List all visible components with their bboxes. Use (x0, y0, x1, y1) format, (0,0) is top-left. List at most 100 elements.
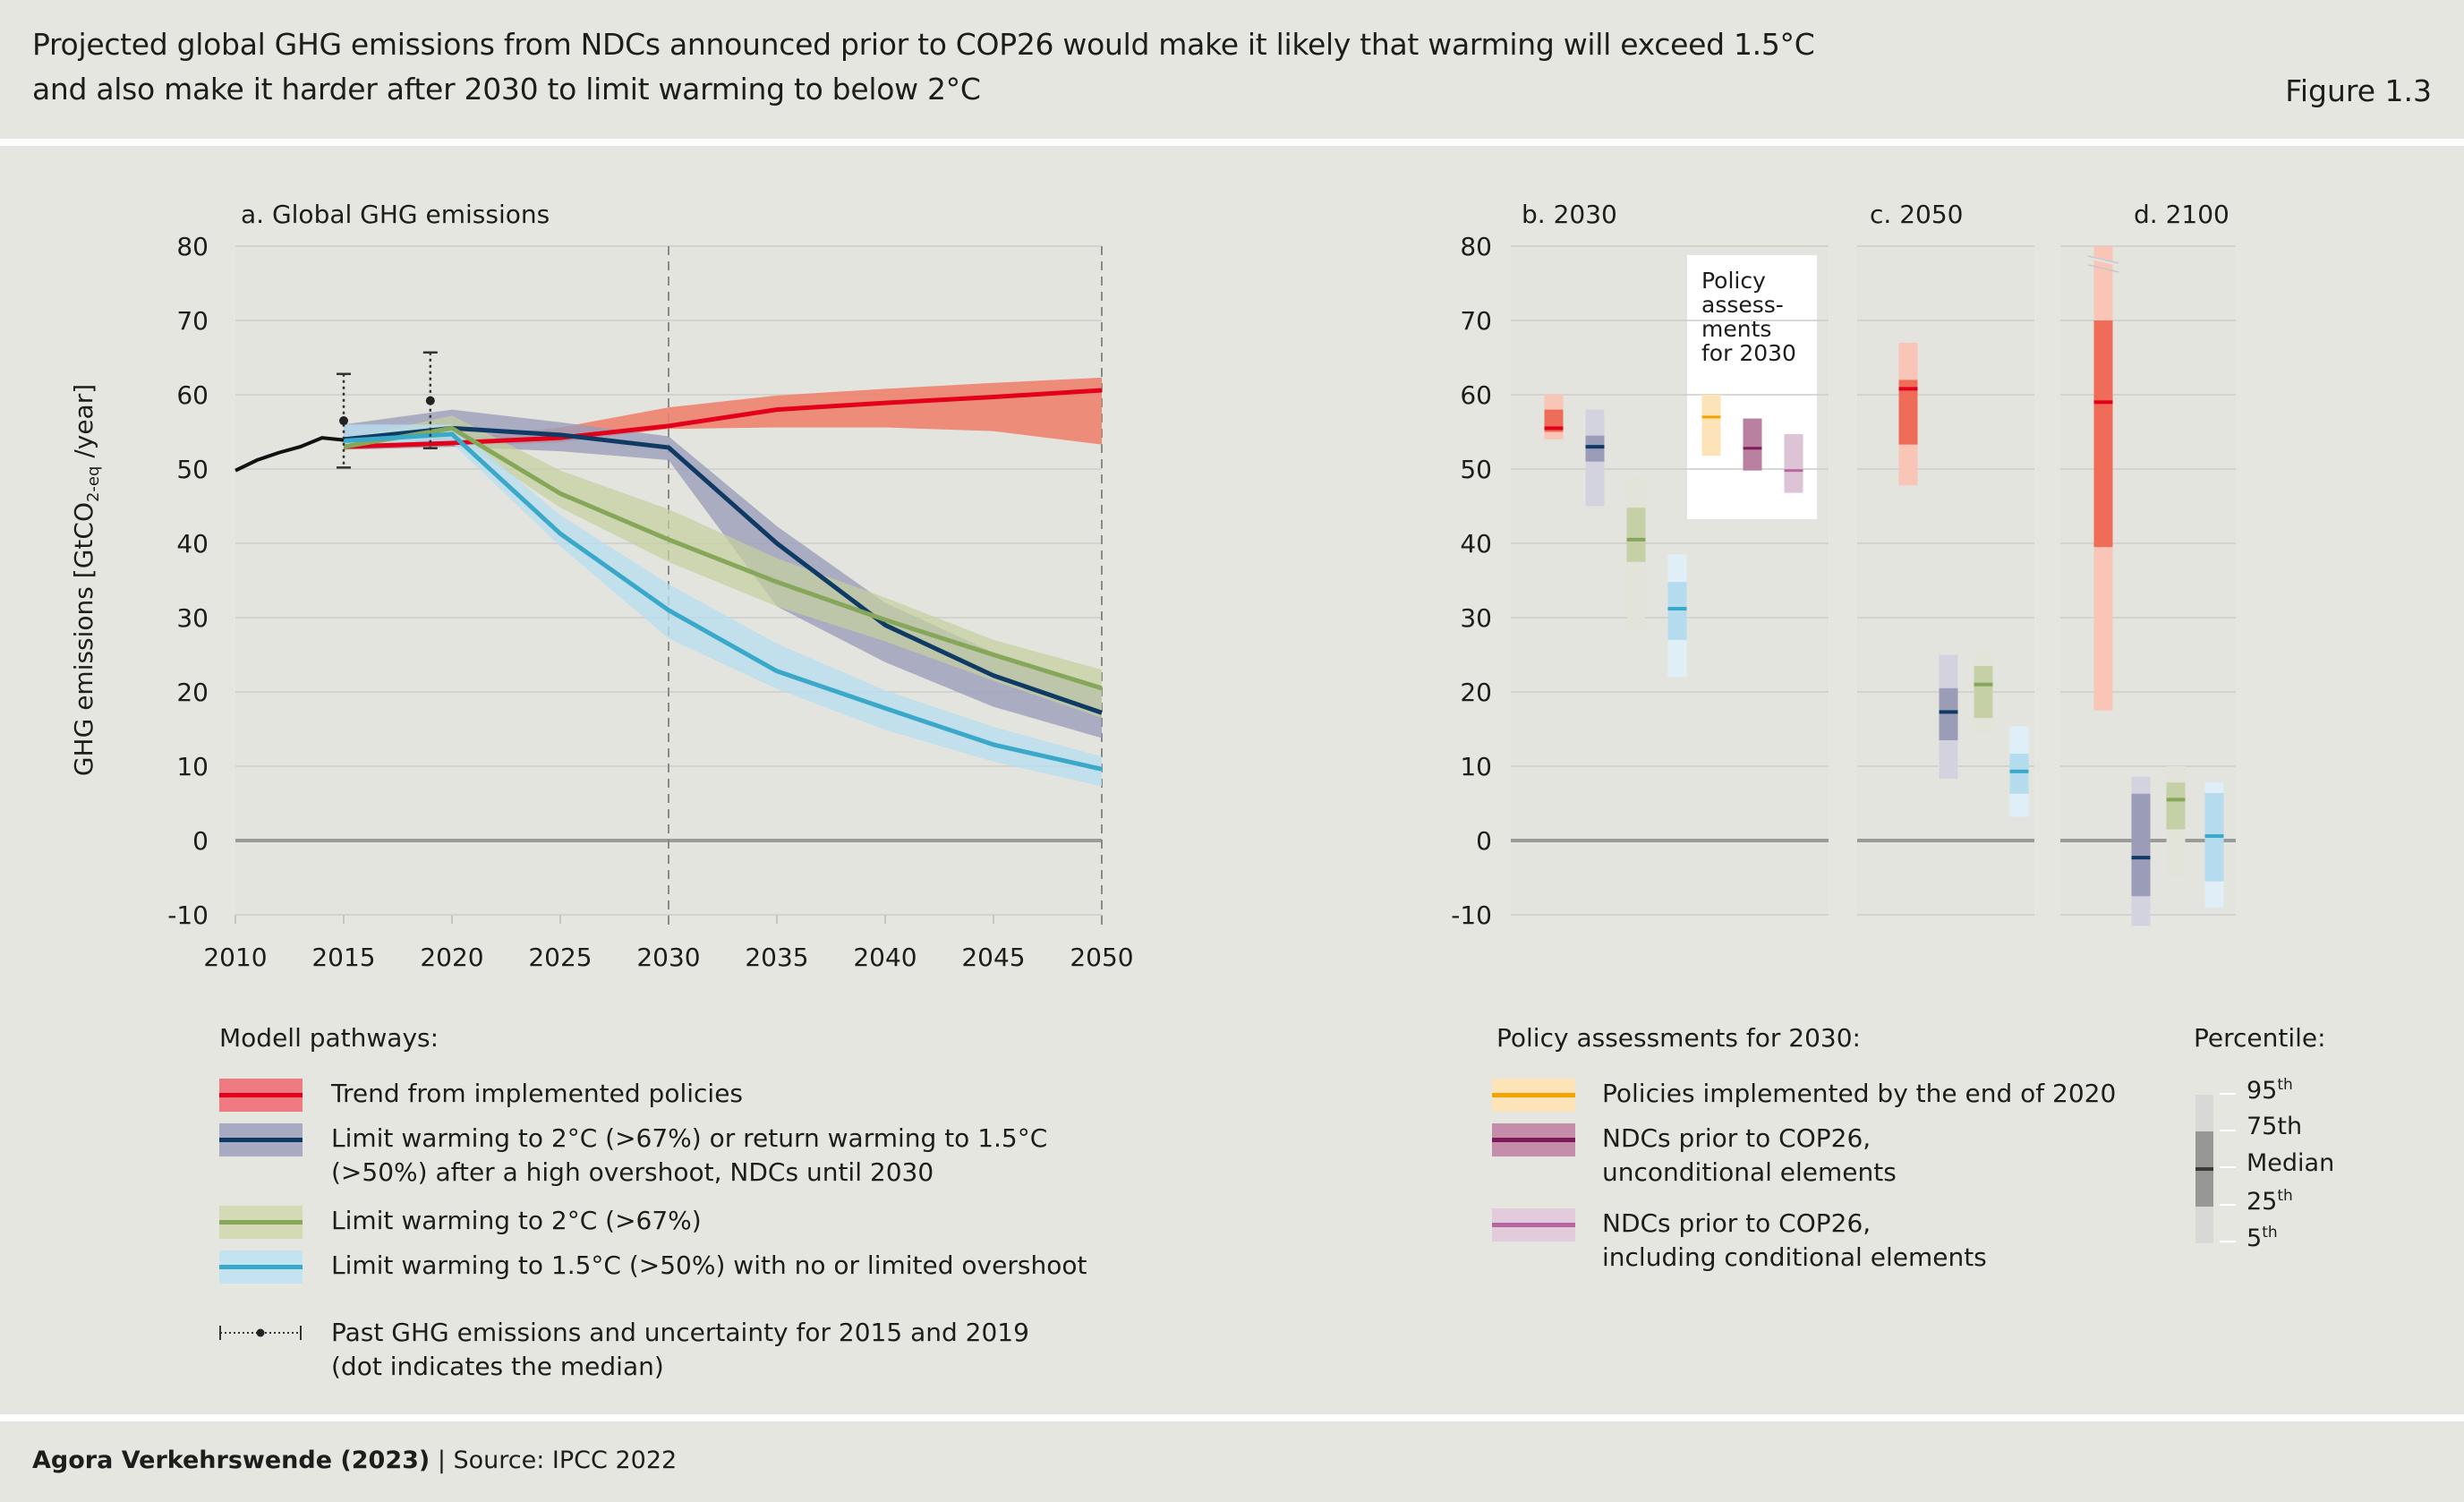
box-median-pink (1784, 469, 1803, 473)
percentile-tick (2220, 1241, 2236, 1242)
legend-swatch-green (219, 1206, 303, 1239)
figure-title-line-2: and also make it harder after 2030 to li… (32, 72, 981, 107)
legend-text-line: Limit warming to 2°C (>67%) or return wa… (331, 1123, 1048, 1153)
legend-text-line: unconditional elements (1602, 1157, 1897, 1187)
y-axis-label-unit: /year] (69, 384, 98, 466)
legend-label-blue: Limit warming to 1.5°C (>50%) with no or… (331, 1249, 1087, 1283)
box-median-blue (1667, 607, 1687, 611)
axis-break-mark (2087, 255, 2119, 266)
swatch-line (1492, 1138, 1575, 1142)
y-tick-label: 80 (1460, 232, 1492, 261)
y-tick-label: 20 (176, 678, 209, 707)
legend-label-purple: NDCs prior to COP26, unconditional elemen… (1602, 1122, 1897, 1190)
historical-line (234, 436, 345, 473)
y-tick-label: 40 (1460, 529, 1492, 559)
y-tick-label: 0 (192, 826, 209, 856)
y-tick-label: 60 (176, 380, 209, 410)
percentile-label-value: 5 (2247, 1225, 2263, 1252)
band-green (344, 415, 1102, 719)
legend-label-yellow: Policies implemented by the end of 2020 (1602, 1077, 2116, 1111)
line-navy (343, 425, 1103, 715)
legend-swatch-blue (219, 1250, 303, 1284)
box-25-75-green (2166, 782, 2186, 830)
y-tick-label: -10 (167, 900, 209, 930)
swatch-line (219, 1093, 303, 1097)
legend-label-green: Limit warming to 2°C (>67%) (331, 1204, 702, 1238)
y-tick-label: 50 (176, 455, 209, 484)
box-median-green (1974, 682, 1993, 687)
box-25-75-green (1626, 508, 1646, 562)
y-axis-label-subscript: 2-eq (84, 466, 103, 502)
legend-pathways-heading: Modell pathways: (219, 1023, 439, 1053)
box-25-75-navy (1939, 687, 1958, 740)
legend-swatch-yellow (1492, 1079, 1575, 1112)
band-blue (344, 424, 1102, 787)
x-tick-label: 2030 (636, 943, 700, 972)
axis-break-mark (2087, 264, 2119, 273)
x-tick-label: 2045 (961, 943, 1025, 972)
legend-label-past-emissions: Past GHG emissions and uncertainty for 2… (331, 1316, 1029, 1384)
y-tick-label: 30 (176, 603, 209, 633)
footer-publisher: Agora Verkehrswende (2023) (32, 1447, 431, 1474)
axis-break-mark (2087, 255, 2119, 264)
legend-text-line: Trend from implemented policies (331, 1079, 744, 1108)
percentile-tick (2220, 1093, 2236, 1095)
uncertainty-median-dot (339, 416, 348, 426)
percentile-label: 95th (2247, 1076, 2293, 1105)
box-25-75-navy (1585, 435, 1605, 462)
box-25-75-navy (2131, 793, 2151, 897)
figure-title-line-1: Projected global GHG emissions from NDCs… (32, 27, 1815, 62)
legend-swatch-pink (1492, 1208, 1575, 1242)
box-median-blue (2204, 834, 2224, 839)
legend-policy-heading: Policy assessments for 2030: (1496, 1023, 1861, 1053)
swatch-line (219, 1138, 303, 1142)
percentile-label: 5th (2247, 1224, 2278, 1252)
y-tick-label: 70 (176, 306, 209, 336)
box-median-navy (2131, 856, 2151, 860)
y-tick-label: 0 (1476, 826, 1492, 856)
legend-text-line: NDCs prior to COP26, (1602, 1208, 1871, 1238)
y-tick-label: 60 (1460, 380, 1492, 410)
percentile-label: 75th (2247, 1113, 2302, 1140)
box-25-75-red (1544, 409, 1564, 432)
y-tick-label: 50 (1460, 455, 1492, 484)
box-median-red (2093, 400, 2113, 405)
panel-d-2100 (2060, 245, 2236, 926)
footer-credit: Agora Verkehrswende (2023) | Source: IPC… (32, 1447, 677, 1474)
box-25-75-red (1898, 380, 1918, 445)
box-25-75-blue (2009, 753, 2029, 794)
line-green (343, 425, 1103, 691)
y-tick-label: 10 (176, 752, 209, 781)
line-blue (343, 431, 1103, 772)
y-tick-label: -10 (1451, 900, 1492, 930)
legend-label-red: Trend from implemented policies (331, 1077, 743, 1111)
legend-text-line: Policies implemented by the end of 2020 (1602, 1079, 2117, 1108)
y-tick-label: 80 (176, 232, 209, 261)
box-median-purple (1743, 447, 1762, 450)
percentile-label-value: 25 (2247, 1188, 2278, 1216)
x-tick-label: 2035 (745, 943, 808, 972)
box-median-red (1544, 426, 1564, 431)
panel-c-title: c. 2050 (1870, 200, 1963, 229)
legend-label-navy: Limit warming to 2°C (>67%) or return wa… (331, 1122, 1047, 1190)
box-25-75-green (1974, 665, 1993, 719)
percentile-tick (2220, 1130, 2236, 1131)
panel-b-title: b. 2030 (1522, 200, 1617, 229)
swatch-line (1492, 1093, 1575, 1097)
uncertainty-median-dot (425, 396, 435, 405)
legend-text-line: including conditional elements (1602, 1242, 1987, 1272)
box-25-75-red (2093, 320, 2113, 548)
panel-d-title: d. 2100 (2134, 200, 2230, 229)
x-tick-label: 2010 (203, 943, 267, 972)
percentile-label-value: Median (2247, 1149, 2335, 1177)
percentile-label-suffix: th (2277, 1076, 2293, 1094)
box-median-navy (1939, 710, 1958, 714)
y-tick-label: 30 (1460, 603, 1492, 633)
box-median-red (1898, 387, 1918, 391)
box-range-purple (1743, 418, 1762, 471)
policy-assessment-inset-label: Policy (1701, 268, 1766, 294)
percentile-bar-median (2195, 1167, 2213, 1171)
box-median-navy (1585, 445, 1605, 449)
legend-text-line: Limit warming to 2°C (>67%) (331, 1206, 702, 1235)
